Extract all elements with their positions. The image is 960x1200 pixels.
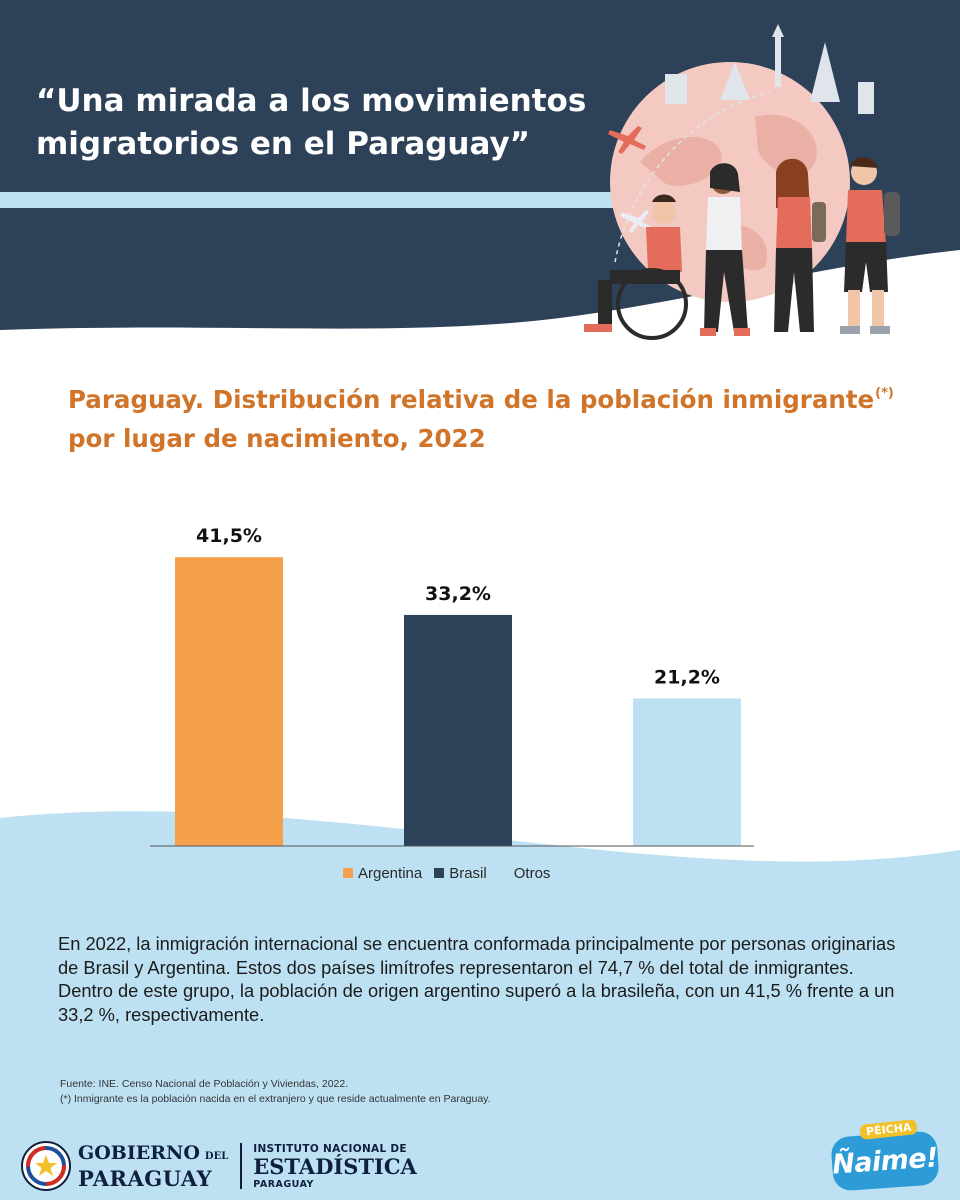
footer-logos: GOBIERNO DEL PARAGUAY INSTITUTO NACIONAL …	[20, 1140, 417, 1192]
paraguay-seal-icon	[21, 1141, 71, 1191]
naime-text: Ñaime!	[831, 1141, 939, 1181]
bar-value-label-otros: 21,2%	[654, 666, 720, 688]
legend-label-brasil: Brasil	[449, 864, 487, 882]
bar-brasil	[404, 614, 512, 846]
legend-swatch-argentina	[343, 868, 353, 878]
travelers-illustration	[584, 24, 900, 340]
sources-note: Fuente: INE. Censo Nacional de Población…	[60, 1077, 760, 1107]
legend-item-argentina: Argentina	[343, 865, 422, 882]
chart-title-superscript: (*)	[875, 386, 894, 401]
ine-line1: INSTITUTO NACIONAL DE	[253, 1142, 407, 1155]
description-paragraph: En 2022, la inmigración internacional se…	[58, 933, 896, 1025]
gobierno-paraguay-logo: GOBIERNO DEL PARAGUAY	[78, 1143, 228, 1190]
landmarks-icon	[665, 24, 874, 114]
chart-title-line2: por lugar de nacimiento, 2022	[68, 424, 486, 453]
traveler-woman-icon	[700, 163, 750, 336]
page-title: “Una mirada a los movimientos migratorio…	[36, 83, 587, 162]
traveler-man-icon	[840, 157, 900, 334]
naime-logo: Ñaime! PÉICHA	[830, 1119, 942, 1192]
chart-legend: Argentina Brasil Otros	[343, 863, 550, 883]
bottom-wave	[0, 811, 960, 1200]
gov-del: DEL	[204, 1150, 229, 1162]
footnote-line: (*) Inmigrante es la población nacida en…	[60, 1093, 491, 1105]
bar-value-label-argentina: 41,5%	[196, 525, 262, 547]
naime-badge: Ñaime!	[830, 1130, 940, 1192]
legend-label-argentina: Argentina	[358, 864, 423, 882]
airplane-icon	[620, 210, 652, 233]
legend-item-otros: Otros	[498, 864, 551, 882]
chart-title: Paraguay. Distribución relativa de la po…	[68, 374, 928, 458]
legend-item-brasil: Brasil	[434, 865, 487, 882]
logo-divider	[240, 1143, 243, 1189]
ine-line2: ESTADÍSTICA	[253, 1153, 417, 1179]
bar-otros	[633, 698, 741, 846]
header-stripe	[0, 192, 640, 208]
ine-line3: PARAGUAY	[253, 1178, 314, 1190]
legend-swatch-brasil	[434, 868, 445, 878]
legend-label-otros: Otros	[513, 864, 551, 882]
gov-line2: PARAGUAY	[78, 1165, 213, 1191]
ine-logo: INSTITUTO NACIONAL DE ESTADÍSTICA PARAGU…	[253, 1143, 417, 1190]
legend-swatch-otros	[498, 868, 509, 878]
source-line: Fuente: INE. Censo Nacional de Población…	[60, 1078, 349, 1090]
airplane-icon	[608, 126, 646, 154]
traveler-woman-icon	[774, 158, 826, 332]
bar-value-label-brasil: 33,2%	[425, 583, 491, 605]
wheelchair-person-icon	[584, 194, 688, 340]
bar-argentina	[175, 557, 283, 846]
gov-line1: GOBIERNO	[78, 1141, 200, 1164]
chart-title-text: Paraguay. Distribución relativa de la po…	[68, 385, 875, 414]
